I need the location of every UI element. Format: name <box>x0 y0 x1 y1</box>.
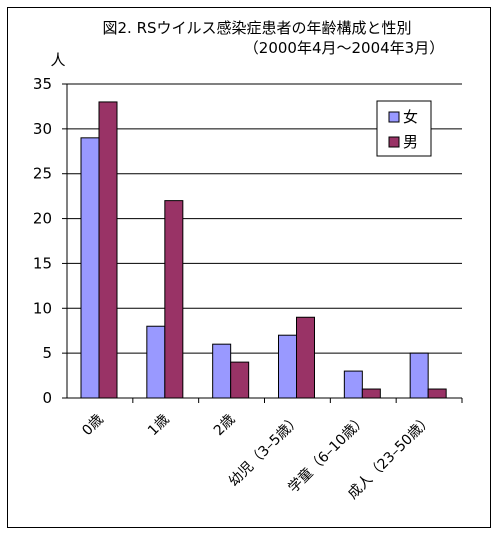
chart-title: 図2. RSウイルス感染症患者の年齢構成と性別 <box>102 19 411 37</box>
x-category-label: 0歳 <box>79 412 107 440</box>
legend: 女男 <box>376 100 432 157</box>
bar-female <box>409 352 429 399</box>
bar-male <box>427 388 447 399</box>
x-category-label: 2歳 <box>211 412 239 440</box>
y-tick-label: 5 <box>42 344 52 362</box>
y-tick-labels: 0 5 10 15 20 25 30 35 <box>33 75 52 407</box>
bar-female <box>80 137 100 399</box>
bar-female <box>146 325 166 399</box>
chart-subtitle: （2000年4月～2004年3月） <box>244 39 444 57</box>
y-tick-label: 20 <box>33 210 52 228</box>
legend-swatch <box>388 111 400 123</box>
y-tick-label: 30 <box>33 120 52 138</box>
legend-label: 女 <box>403 108 418 126</box>
bar-female <box>343 370 363 399</box>
bar-male <box>230 361 250 399</box>
legend-box <box>376 100 432 157</box>
y-tick-label: 15 <box>33 254 52 272</box>
legend-swatch <box>388 136 400 148</box>
bar-female <box>278 334 297 399</box>
legend-label: 男 <box>403 133 418 151</box>
y-axis-label: 人 <box>50 51 65 69</box>
axes <box>62 83 463 403</box>
bar-female <box>212 343 232 399</box>
y-tick-label: 0 <box>42 389 52 407</box>
bar-male <box>361 388 381 399</box>
x-category-label: 1歳 <box>145 412 173 440</box>
bar-male <box>164 200 184 399</box>
bars <box>80 101 447 399</box>
bar-male <box>98 101 118 399</box>
bar-male <box>296 316 315 399</box>
y-tick-label: 25 <box>33 165 52 183</box>
y-tick-label: 35 <box>33 75 52 93</box>
y-tick-label: 10 <box>33 299 52 317</box>
